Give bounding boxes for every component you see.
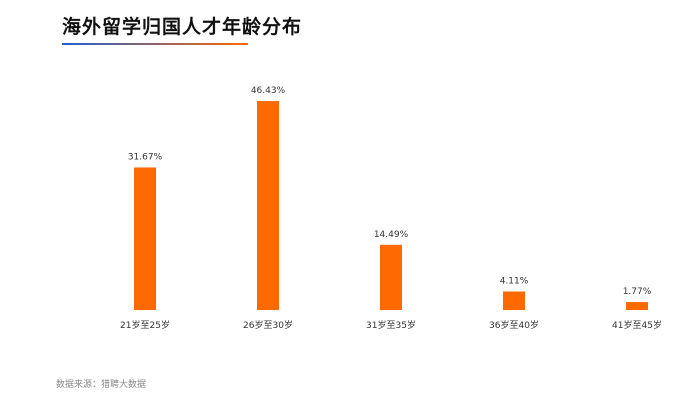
bar-value-label-5: 1.77% (623, 287, 652, 297)
bar-2 (257, 101, 279, 310)
data-source-note: 数据来源：猎聘大数据 (56, 380, 147, 390)
bar-value-label-3: 14.49% (374, 230, 409, 240)
bar-value-label-4: 4.11% (500, 277, 529, 287)
category-label-4: 36岁至40岁 (489, 319, 539, 331)
category-label-5: 41岁至45岁 (612, 319, 662, 331)
chart-title: 海外留学归国人才年龄分布 (62, 16, 303, 38)
bar-3 (380, 244, 402, 310)
bar-1 (134, 167, 156, 310)
bar-value-label-2: 46.43% (251, 86, 286, 96)
bar-4 (503, 291, 525, 310)
title-underline (62, 43, 248, 45)
bar-value-label-1: 31.67% (128, 152, 163, 162)
category-label-3: 31岁至35岁 (366, 319, 416, 331)
bar-5 (626, 302, 648, 310)
category-label-1: 21岁至25岁 (120, 319, 170, 331)
category-label-2: 26岁至30岁 (243, 319, 293, 331)
